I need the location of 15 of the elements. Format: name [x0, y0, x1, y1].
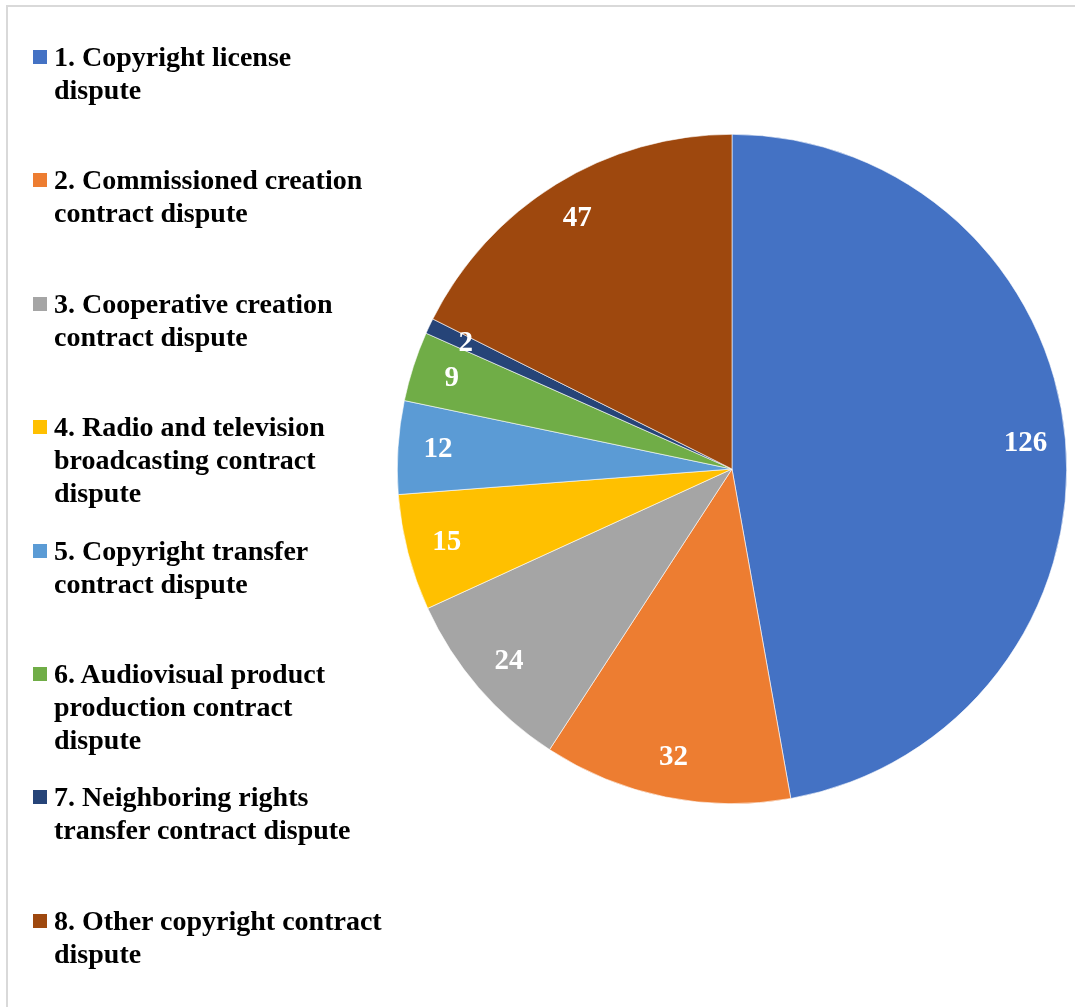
- data-label: 126: [1003, 424, 1048, 457]
- legend-label: 3. Cooperative creation contract dispute: [54, 286, 334, 353]
- legend-label: 6. Audiovisual product production contract dispute: [54, 657, 327, 756]
- legend-label: 5. Copyright transfer contract dispute: [54, 533, 309, 600]
- data-label: 15: [432, 524, 462, 557]
- data-label: 24: [494, 642, 524, 675]
- legend-label: 7. Neighboring rights transfer contract dispute: [54, 780, 352, 847]
- legend-label: 1. Copyright license dispute: [54, 40, 293, 106]
- data-label: 12: [423, 431, 453, 464]
- data-label: 32: [658, 739, 688, 772]
- legend-label: 2. Commissioned creation contract dispute: [54, 163, 364, 230]
- data-label: 47: [562, 199, 592, 232]
- legend-label: 4. Radio and television broadcasting contract dispute: [54, 410, 326, 510]
- legend-label: 8. Other copyright contract dispute: [54, 903, 383, 970]
- data-label: 9: [444, 360, 459, 393]
